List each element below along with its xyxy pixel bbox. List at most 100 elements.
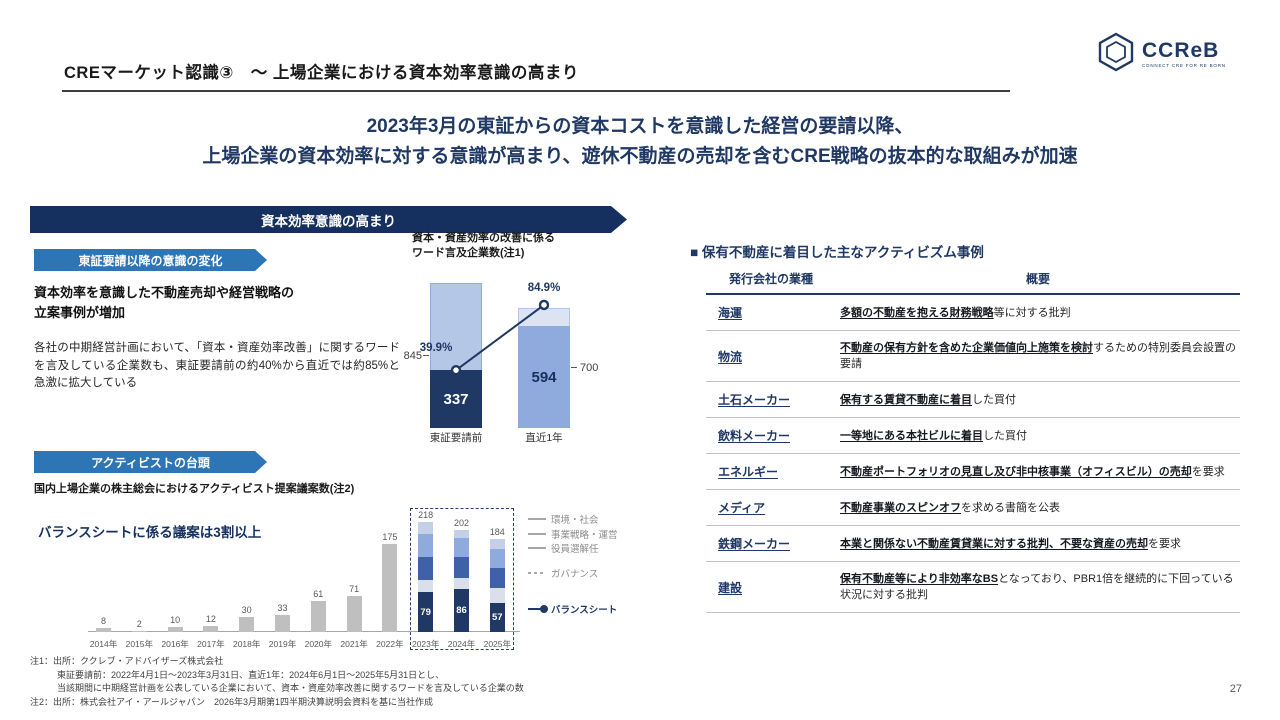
bar-value-label: 184 [489, 527, 505, 538]
bar: 79 [418, 522, 434, 632]
footnote-1: 注1：出所：ククレブ・アドバイザーズ株式会社 [30, 656, 224, 666]
industry-cell: 建設 [706, 561, 836, 613]
table-header-row: 発行会社の業種 概要 [706, 266, 1240, 295]
segment-環境・社会 [418, 522, 434, 535]
footnote-1c: 当該期間に中期経営計画を公表している企業において、資本・資産効率改善に関するワー… [30, 683, 524, 693]
table-row: メディア 不動産事業のスピンオフを求める書簡を公表 [706, 489, 1240, 526]
activist-bar-2021年: 71 2021年 [340, 584, 367, 649]
industry-cell: 飲料メーカー [706, 417, 836, 454]
hexagon-logo-icon [1098, 32, 1134, 77]
banner-rise-of-activists: アクティビストの台頭 [34, 451, 267, 473]
summary-cell: 不動産事業のスピンオフを求める書簡を公表 [836, 489, 1240, 526]
lead-line-1: 2023年3月の東証からの資本コストを意識した経営の要請以降、 [366, 116, 914, 137]
company-logo: CCReB CONNECT CRE FOR RE BORN [1098, 32, 1226, 77]
industry-cell: メディア [706, 489, 836, 526]
percent-label-before: 39.9% [419, 342, 453, 354]
summary-text: 等に対する批判 [993, 306, 1071, 319]
summary-cell: 保有する賃貸不動産に着目した買付 [836, 381, 1240, 418]
bar-value-label: 2 [136, 619, 142, 629]
word-mention-chart: 337 594 39.9% 84.9% 845 700 東証要請前 直近1年 [398, 278, 633, 446]
industry-label: 物流 [718, 349, 743, 364]
main-banner: 資本効率意識の高まり [30, 206, 627, 233]
bar-category-label: 2015年 [125, 639, 154, 649]
legend-環境・社会: 環境・社会 [528, 512, 599, 526]
segment-環境・社会 [489, 539, 505, 549]
lead-message: 2023年3月の東証からの資本コストを意識した経営の要請以降、 上場企業の資本効… [0, 112, 1280, 172]
activist-bar-2025年: 57 184 2025年 [484, 527, 511, 649]
table-row: 飲料メーカー 一等地にある本社ビルに着目した買付 [706, 417, 1240, 454]
legend-バランスシート: バランスシート [528, 602, 617, 616]
total-label-845: 845 [403, 349, 422, 362]
bar [310, 601, 326, 632]
tick-700 [571, 366, 577, 369]
summary-cell: 多額の不動産を抱える財務戦略等に対する批判 [836, 294, 1240, 331]
summary-emphasis: 保有する賃貸不動産に着目 [840, 393, 972, 406]
legend-役員選解任: 役員選解任 [528, 541, 599, 555]
bar-value-label: 71 [349, 584, 360, 595]
bar-category-label: 2018年 [232, 639, 261, 649]
segment-役員選解任 [454, 557, 469, 578]
segment-環境・社会 [454, 530, 469, 539]
bar-value-label: 30 [241, 604, 252, 615]
table-row: 物流 不動産の保有方針を含めた企業価値向上施策を検討するための特別委員会設置の要請 [706, 330, 1240, 382]
summary-text: した買付 [983, 429, 1027, 442]
bar-category-label: 2019年 [268, 639, 297, 649]
segment-事業戦略・運営 [454, 538, 469, 558]
summary-emphasis: 本業と関係ない不動産賃貸業に対する批判、不要な資産の売却 [840, 537, 1148, 550]
bar-value-label: 33 [277, 603, 288, 614]
summary-emphasis: 不動産ポートフォリオの見直し及び非中核事業（オフィスビル）の売却 [840, 465, 1192, 478]
bar-recent-year-mention: 594 [518, 326, 570, 428]
bar-category-label: 2023年 [411, 639, 440, 649]
activism-table-heading: ■ 保有不動産に着目した主なアクティビズム事例 [690, 245, 984, 260]
segment-ガバナンス [418, 579, 434, 593]
bar-value-label: 202 [453, 518, 470, 529]
bar [239, 616, 255, 632]
lead-line-2: 上場企業の資本効率に対する意識が高まり、遊休不動産の売却を含むCRE戦略の抜本的… [202, 146, 1078, 167]
bar-value-label: 12 [205, 613, 216, 624]
legend-ガバナンス: ガバナンス [528, 566, 598, 580]
activist-bar-2016年: 10 2016年 [161, 615, 188, 649]
activism-table: 発行会社の業種 概要 海運 多額の不動産を抱える財務戦略等に対する批判 物流 不動産の… [706, 266, 1240, 613]
activist-bar-2015年: 2 2015年 [126, 619, 153, 649]
header-industry: 発行会社の業種 [706, 266, 836, 295]
bar [203, 625, 219, 632]
industry-cell: エネルギー [706, 453, 836, 490]
segment-役員選解任 [418, 556, 434, 580]
activist-bar-2014年: 8 2014年 [90, 616, 117, 649]
summary-cell: 本業と関係ない不動産賃貸業に対する批判、不要な資産の売却を要求 [836, 525, 1240, 562]
banner-change-of-awareness: 東証要請以降の意識の変化 [34, 249, 267, 271]
bar [275, 615, 290, 632]
bar [346, 596, 362, 632]
segment-事業戦略・運営 [418, 534, 434, 557]
summary-text: となっており、PBR1倍を継続的に下回っている状況に対する批判 [840, 573, 1234, 601]
bar [131, 631, 147, 632]
summary-cell: 不動産ポートフォリオの見直し及び非中核事業（オフィスビル）の売却を要求 [836, 453, 1240, 490]
summary-cell: 保有不動産等により非効率なBSとなっており、PBR1倍を継続的に下回っている状況… [836, 561, 1240, 613]
table-row: エネルギー 不動産ポートフォリオの見直し及び非中核事業（オフィスビル）の売却を要求 [706, 453, 1240, 490]
activist-bar-2024年: 86 202 2024年 [448, 518, 475, 649]
legend-label: ガバナンス [551, 569, 599, 580]
bar-category-label: 2014年 [89, 639, 118, 649]
segment-事業戦略・運営 [489, 548, 505, 568]
legend-label: バランスシート [551, 605, 618, 616]
bar-value-label: 218 [418, 510, 434, 520]
segment-役員選解任 [489, 567, 505, 589]
legend-事業戦略・運営: 事業戦略・運営 [528, 527, 618, 541]
tick-845 [423, 354, 429, 356]
segment-バランスシート: 57 [489, 603, 505, 632]
page-number: 27 [1229, 683, 1242, 695]
footnote-1b: 東証要請前：2022年4月1日～2023年3月31日、直近1年：2024年6月1… [30, 669, 445, 680]
industry-label: メディア [718, 501, 766, 515]
logo-text: CCReB [1142, 39, 1220, 63]
bar [167, 626, 183, 632]
title-divider [62, 90, 1010, 92]
summary-cell: 不動産の保有方針を含めた企業価値向上施策を検討するための特別委員会設置の要請 [836, 330, 1240, 382]
legend-line-icon [528, 518, 546, 520]
table-row: 建設 保有不動産等により非効率なBSとなっており、PBR1倍を継続的に下回っている… [706, 561, 1240, 613]
category-recent-year: 直近1年 [525, 432, 563, 444]
bar-category-label: 2022年 [376, 639, 404, 649]
bar-category-label: 2020年 [304, 639, 333, 649]
legend-line-icon [528, 533, 546, 535]
bar [96, 627, 111, 632]
summary-text: するための特別委員会設置の要請 [840, 342, 1236, 370]
